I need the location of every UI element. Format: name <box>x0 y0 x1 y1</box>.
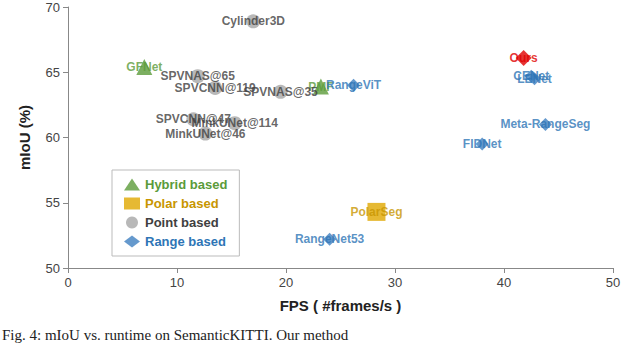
svg-text:20: 20 <box>279 275 293 290</box>
svg-text:60: 60 <box>46 130 60 145</box>
svg-text:10: 10 <box>170 275 184 290</box>
svg-text:Cylinder3D: Cylinder3D <box>222 14 286 28</box>
svg-text:65: 65 <box>46 65 60 80</box>
svg-text:SPVNAS@35: SPVNAS@35 <box>243 84 318 99</box>
svg-text:RangeViT: RangeViT <box>326 78 382 92</box>
svg-text:MinkUNet@114: MinkUNet@114 <box>191 116 278 131</box>
svg-text:Ours: Ours <box>510 51 538 65</box>
svg-text:70: 70 <box>46 0 60 15</box>
svg-text:PolarSeg: PolarSeg <box>350 205 402 219</box>
svg-text:LENet: LENet <box>517 72 552 86</box>
svg-text:Range based: Range based <box>145 234 226 249</box>
svg-text:Fig. 4: mIoU vs. runtime on Se: Fig. 4: mIoU vs. runtime on SemanticKITT… <box>2 327 349 343</box>
svg-text:Polar based: Polar based <box>145 196 219 211</box>
svg-text:FIDNet: FIDNet <box>463 137 502 151</box>
svg-text:RangeNet53: RangeNet53 <box>295 232 365 246</box>
svg-text:50: 50 <box>46 261 60 276</box>
svg-text:0: 0 <box>64 275 71 290</box>
svg-text:30: 30 <box>388 275 402 290</box>
svg-text:FPS ( #frames/s ): FPS ( #frames/s ) <box>280 297 402 314</box>
svg-text:Point based: Point based <box>145 215 219 230</box>
svg-text:SPVCNN@119: SPVCNN@119 <box>175 81 256 95</box>
svg-text:55: 55 <box>46 195 60 210</box>
svg-text:50: 50 <box>606 275 620 290</box>
svg-text:mIoU (%): mIoU (%) <box>16 105 33 170</box>
svg-text:MinkUNet@46: MinkUNet@46 <box>165 127 246 141</box>
svg-text:Hybrid based: Hybrid based <box>145 177 227 192</box>
svg-text:GFNet: GFNet <box>126 60 162 74</box>
svg-text:40: 40 <box>497 275 511 290</box>
svg-text:Meta-RangeSeg: Meta-RangeSeg <box>500 117 590 131</box>
svg-text:SPVNAS@65: SPVNAS@65 <box>160 69 235 84</box>
